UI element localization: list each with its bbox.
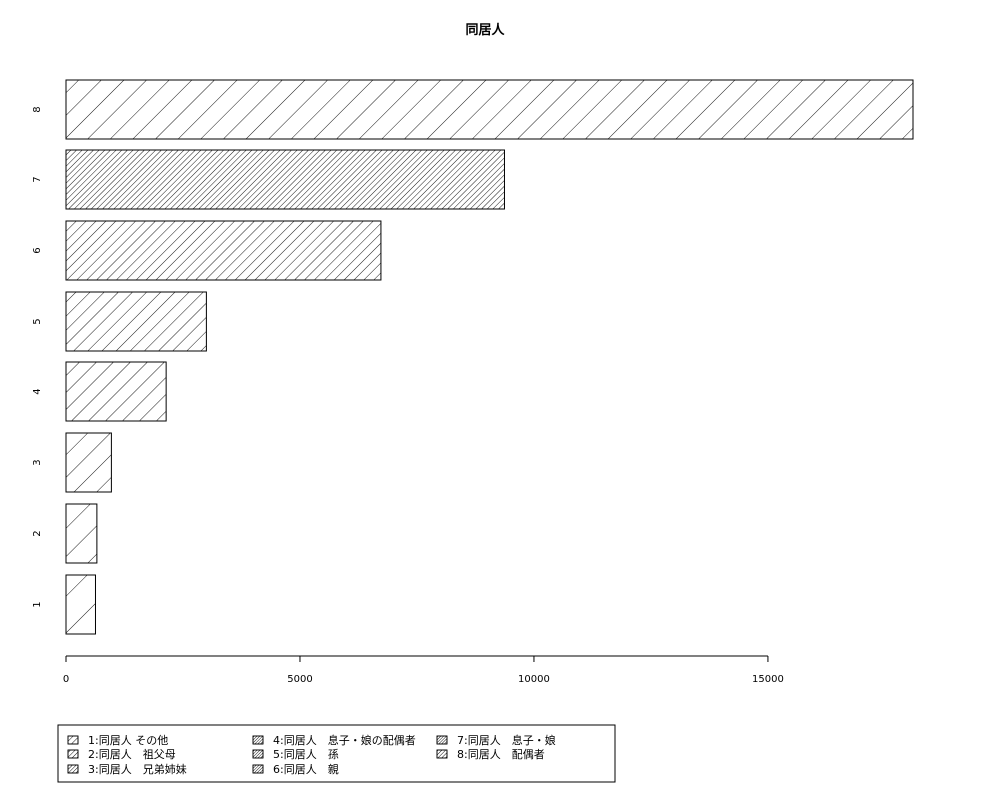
legend-swatch xyxy=(252,764,264,774)
bar-5 xyxy=(65,291,207,352)
legend-swatch xyxy=(252,735,264,745)
legend-swatch xyxy=(436,749,448,759)
y-tick-label: 7 xyxy=(32,176,43,182)
legend-swatch xyxy=(436,735,448,745)
y-tick-label: 4 xyxy=(32,388,43,394)
y-tick-label: 5 xyxy=(32,318,43,324)
bar-3 xyxy=(65,432,112,493)
x-tick-label: 15000 xyxy=(752,674,784,685)
legend-label: 7:同居人 息子・娘 xyxy=(457,733,556,747)
bar-6 xyxy=(65,220,382,281)
y-axis: 1 2 3 4 5 6 7 8 xyxy=(32,106,43,607)
x-tick-label: 5000 xyxy=(287,674,312,685)
chart-title: 同居人 xyxy=(465,22,505,38)
legend-swatch xyxy=(67,749,79,759)
legend-swatch xyxy=(67,764,79,774)
y-tick-label: 3 xyxy=(32,459,43,465)
legend-label: 3:同居人 兄弟姉妹 xyxy=(88,762,187,776)
bar-1 xyxy=(65,574,96,635)
legend-label: 4:同居人 息子・娘の配偶者 xyxy=(273,733,416,747)
x-tick-label: 0 xyxy=(63,674,69,685)
y-tick-label: 6 xyxy=(32,247,43,253)
legend-label: 8:同居人 配偶者 xyxy=(457,748,545,761)
x-tick-label: 10000 xyxy=(518,674,550,685)
legend-label: 6:同居人 親 xyxy=(273,763,339,776)
bar-8 xyxy=(65,79,914,140)
legend-label: 1:同居人 その他 xyxy=(88,734,168,747)
legend-label: 5:同居人 孫 xyxy=(273,748,339,761)
legend-label: 2:同居人 祖父母 xyxy=(88,747,176,761)
legend-box xyxy=(57,724,616,783)
y-tick-label: 1 xyxy=(32,601,43,607)
bar-4 xyxy=(65,361,167,422)
bar-2 xyxy=(65,503,98,564)
legend-swatch xyxy=(67,735,79,745)
y-tick-label: 2 xyxy=(32,530,43,536)
legend-swatch xyxy=(252,749,264,759)
y-tick-label: 8 xyxy=(32,106,43,112)
x-axis: 0 5000 10000 15000 xyxy=(63,655,784,685)
bars-group xyxy=(65,79,914,635)
bar-7 xyxy=(65,149,505,210)
